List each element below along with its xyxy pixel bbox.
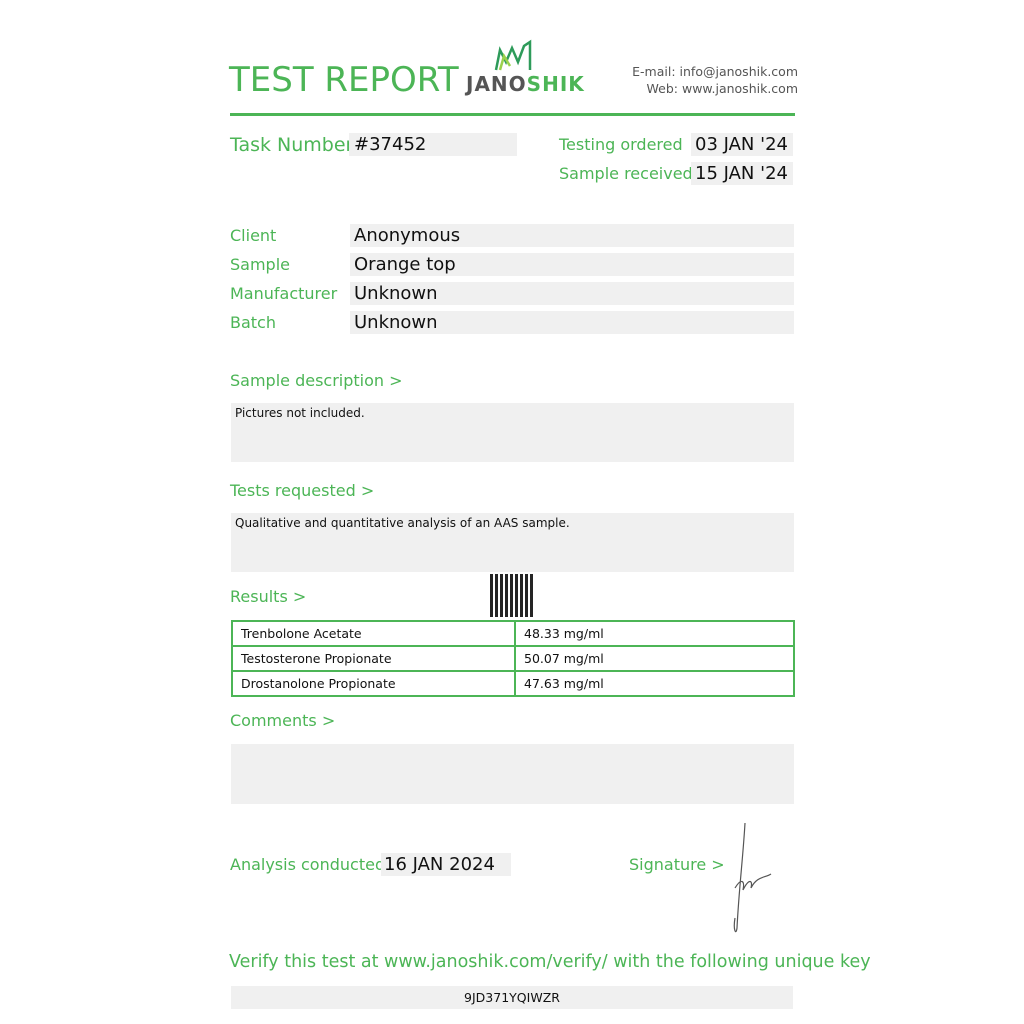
sample-description-label: Sample description > <box>230 371 403 390</box>
logo-text-dark: JANO <box>466 72 527 96</box>
compound-cell: Drostanolone Propionate <box>231 670 516 697</box>
testing-ordered-label: Testing ordered > <box>559 135 707 154</box>
web-link[interactable]: www.janoshik.com <box>681 81 798 96</box>
logo-text-green: SHIK <box>526 72 585 96</box>
task-number-value: #37452 <box>349 133 517 156</box>
batch-value: Unknown <box>350 311 794 334</box>
batch-label: Batch <box>230 313 276 332</box>
task-number-label: Task Number <box>230 134 354 156</box>
tests-requested-text: Qualitative and quantitative analysis of… <box>231 513 794 572</box>
table-row: Testosterone Propionate 50.07 mg/ml <box>231 645 795 672</box>
manufacturer-label: Manufacturer <box>230 284 338 303</box>
manufacturer-value: Unknown <box>350 282 794 305</box>
email-label: E-mail: <box>632 64 676 79</box>
web-label: Web: <box>646 81 678 96</box>
verify-instructions: Verify this test at www.janoshik.com/ver… <box>229 952 871 972</box>
logo-chart-icon <box>494 39 532 71</box>
client-label: Client <box>230 226 277 245</box>
comments-text <box>231 744 794 804</box>
report-title: TEST REPORT <box>229 60 459 100</box>
sample-value: Orange top <box>350 253 794 276</box>
amount-cell: 47.63 mg/ml <box>514 670 795 697</box>
sample-received-date: 15 JAN '24 <box>691 162 793 185</box>
results-label: Results > <box>230 587 307 606</box>
analysis-conducted-date: 16 JAN 2024 <box>381 853 511 876</box>
sample-description-text: Pictures not included. <box>231 403 794 462</box>
table-row: Drostanolone Propionate 47.63 mg/ml <box>231 670 795 697</box>
testing-ordered-date: 03 JAN '24 <box>691 133 793 156</box>
sample-label: Sample <box>230 255 290 274</box>
contact-info: E-mail: info@janoshik.com Web: www.janos… <box>632 63 798 97</box>
compound-cell: Testosterone Propionate <box>231 645 516 672</box>
janoshik-logo: JANOSHIK <box>466 36 584 96</box>
email-link[interactable]: info@janoshik.com <box>679 64 798 79</box>
signature-image <box>733 822 772 933</box>
amount-cell: 50.07 mg/ml <box>514 645 795 672</box>
amount-cell: 48.33 mg/ml <box>514 620 795 647</box>
signature-label: Signature > <box>629 855 725 874</box>
tests-requested-label: Tests requested > <box>230 481 375 500</box>
sample-received-label: Sample received > <box>559 164 712 183</box>
compound-cell: Trenbolone Acetate <box>231 620 516 647</box>
verify-key: 9JD371YQIWZR <box>231 986 793 1009</box>
qr-code <box>490 574 535 617</box>
comments-label: Comments > <box>230 711 336 730</box>
header-divider <box>230 113 795 116</box>
table-row: Trenbolone Acetate 48.33 mg/ml <box>231 620 795 647</box>
analysis-conducted-label: Analysis conducted > <box>230 855 404 874</box>
client-value: Anonymous <box>350 224 794 247</box>
results-table: Trenbolone Acetate 48.33 mg/ml Testostero… <box>231 620 795 697</box>
